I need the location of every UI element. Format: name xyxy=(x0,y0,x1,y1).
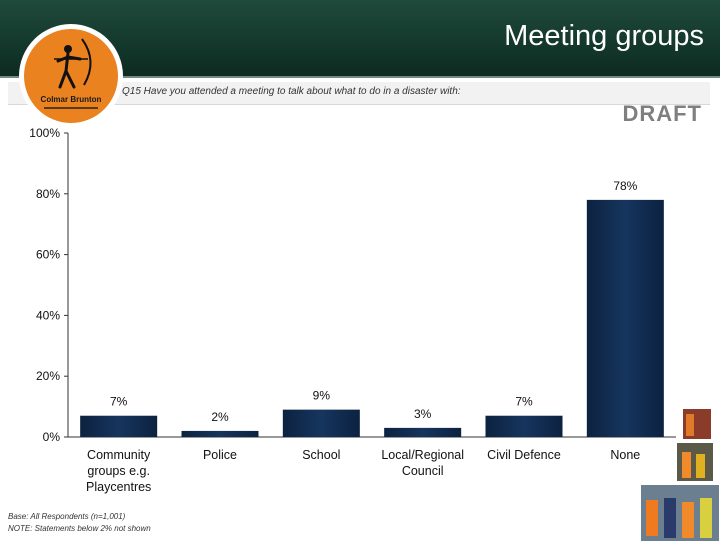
category-label: Playcentres xyxy=(86,480,151,494)
photo-collage xyxy=(636,402,720,543)
footnote-base: Base: All Respondents (n=1,001) xyxy=(8,512,126,521)
y-tick-label: 80% xyxy=(36,187,60,201)
category-label: Police xyxy=(203,448,237,462)
category-label: Community xyxy=(87,448,151,462)
category-label: School xyxy=(302,448,340,462)
category-label: Civil Defence xyxy=(487,448,561,462)
data-label: 3% xyxy=(414,407,432,421)
company-logo: Colmar Brunton xyxy=(19,24,123,128)
y-tick-label: 100% xyxy=(29,126,60,140)
draft-watermark: DRAFT xyxy=(622,101,702,126)
bar xyxy=(485,415,563,437)
y-tick-label: 0% xyxy=(43,430,61,444)
y-tick-label: 60% xyxy=(36,248,60,262)
y-tick-label: 20% xyxy=(36,369,60,383)
bar xyxy=(80,415,158,437)
data-label: 78% xyxy=(613,179,637,193)
responders-photo xyxy=(639,407,720,543)
footnote-note: NOTE: Statements below 2% not shown xyxy=(8,524,151,533)
y-tick-label: 40% xyxy=(36,308,60,322)
logo-badge: Colmar Brunton xyxy=(24,29,118,123)
category-label: Local/Regional xyxy=(381,448,464,462)
bar xyxy=(181,430,259,437)
bar xyxy=(384,427,462,437)
question-text: Q15 Have you attended a meeting to talk … xyxy=(122,86,461,97)
slide-title: Meeting groups xyxy=(504,20,704,52)
data-label: 2% xyxy=(211,410,229,424)
bar xyxy=(586,199,664,437)
logo-wordmark: Colmar Brunton xyxy=(40,95,102,104)
data-label: 7% xyxy=(515,395,533,409)
category-label: None xyxy=(610,448,640,462)
category-label: groups e.g. xyxy=(87,464,150,478)
data-label: 9% xyxy=(313,389,331,403)
category-label: Council xyxy=(402,464,444,478)
logo-underline xyxy=(44,107,98,109)
data-label: 7% xyxy=(110,395,128,409)
question-band xyxy=(8,82,710,105)
title-divider xyxy=(0,76,720,78)
archer-icon xyxy=(54,38,92,89)
bar xyxy=(282,409,360,437)
